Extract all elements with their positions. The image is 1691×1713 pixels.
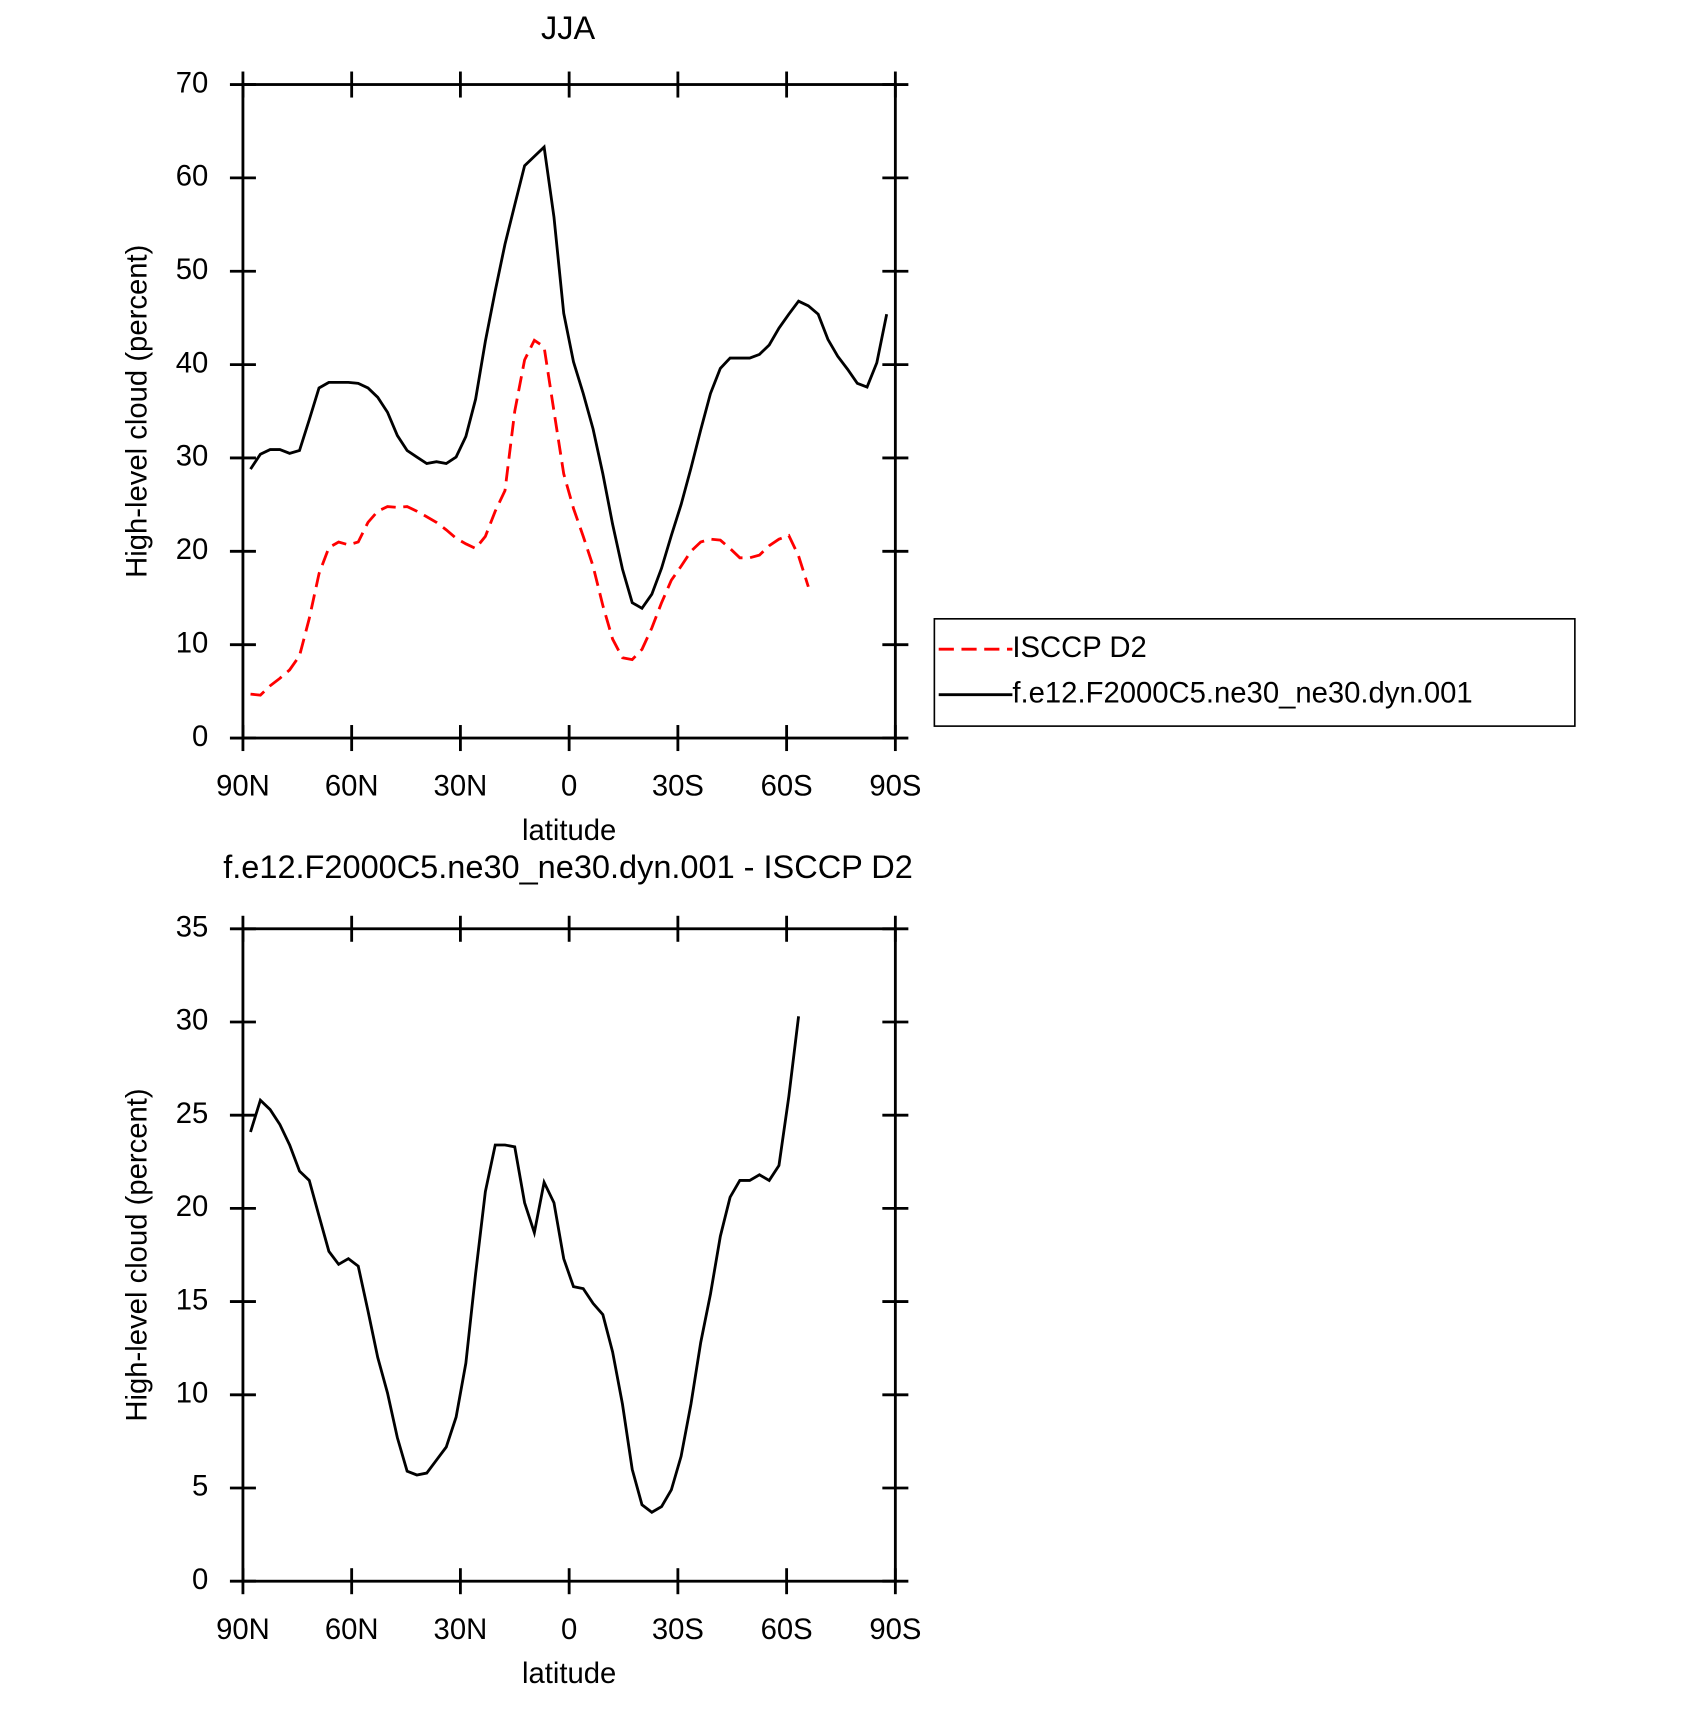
x-tick-label: 30N: [434, 771, 488, 803]
plot-frame: [241, 83, 897, 740]
y-tick-label: 40: [176, 347, 209, 379]
y-tick-label: 10: [176, 627, 209, 659]
y-tick-label: 0: [192, 721, 208, 753]
x-tick-label: 90N: [216, 1614, 270, 1646]
y-tick-label: 30: [176, 1005, 209, 1037]
x-tick-label: 30S: [652, 1614, 704, 1646]
y-tick-label: 20: [176, 534, 209, 566]
y-tick-label: 0: [192, 1564, 208, 1596]
y-axis-label: High-level cloud (percent): [122, 245, 154, 578]
y-tick-label: 10: [176, 1378, 209, 1410]
x-tick-label: 90N: [216, 771, 270, 803]
y-tick-label: 20: [176, 1191, 209, 1223]
x-tick-label: 60N: [325, 771, 379, 803]
y-tick-label: 25: [176, 1098, 209, 1130]
data-line: [250, 338, 810, 697]
legend-box: [933, 618, 1576, 727]
chart-title: JJA: [541, 10, 596, 46]
x-tick-label: 0: [561, 771, 577, 803]
legend-label: ISCCP D2: [1012, 632, 1146, 664]
x-tick-label: 60S: [761, 1614, 813, 1646]
data-line: [249, 144, 889, 611]
y-tick-label: 35: [176, 912, 209, 944]
x-tick-label: 0: [561, 1614, 577, 1646]
y-tick-label: 70: [176, 67, 209, 99]
x-axis-label: latitude: [522, 815, 616, 847]
y-tick-label: 60: [176, 161, 209, 193]
x-tick-label: 90S: [869, 1614, 921, 1646]
y-axis-label: High-level cloud (percent): [122, 1088, 154, 1421]
legend-label: f.e12.F2000C5.ne30_ne30.dyn.001: [1012, 677, 1472, 709]
x-tick-label: 90S: [869, 771, 921, 803]
y-tick-label: 15: [176, 1284, 209, 1316]
x-tick-label: 30S: [652, 771, 704, 803]
y-tick-label: 30: [176, 441, 209, 473]
x-tick-label: 30N: [434, 1614, 488, 1646]
data-line: [249, 1016, 800, 1514]
x-tick-label: 60N: [325, 1614, 379, 1646]
x-tick-label: 60S: [761, 771, 813, 803]
y-tick-label: 50: [176, 254, 209, 286]
chart-title: f.e12.F2000C5.ne30_ne30.dyn.001 - ISCCP …: [223, 849, 913, 885]
x-axis-label: latitude: [522, 1658, 616, 1690]
y-tick-label: 5: [192, 1471, 208, 1503]
